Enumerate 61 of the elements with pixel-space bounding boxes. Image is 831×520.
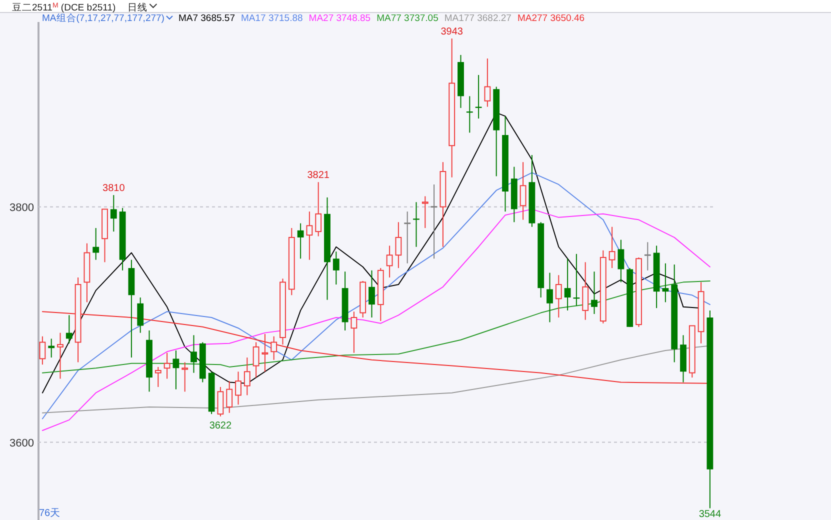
chart-subtitle: 日线: [128, 2, 148, 14]
annotation: 3810: [102, 183, 126, 194]
text: MA17 3715.88: [240, 13, 303, 24]
annotation: 3544: [698, 509, 722, 520]
candlestick: [110, 194, 117, 232]
candlestick: [564, 258, 571, 311]
candlestick: [422, 196, 428, 229]
candlestick: [92, 228, 100, 260]
y-tick-label: 3800: [10, 202, 34, 214]
candlestick: [252, 342, 260, 378]
text: MA7 3685.57: [178, 13, 235, 24]
candlestick: [226, 380, 233, 414]
candlestick: [297, 222, 304, 260]
line-series: [42, 280, 710, 374]
candlestick: [662, 262, 669, 303]
text: MA277 3650.46: [517, 13, 585, 24]
candlestick: [608, 226, 616, 269]
candlestick: [306, 211, 313, 260]
candlestick: [332, 251, 340, 286]
candlestick: [190, 334, 197, 374]
candlestick: [403, 211, 412, 264]
candlestick: [644, 242, 652, 271]
candlestick: [39, 336, 46, 366]
text: MA77 3737.05: [376, 13, 438, 24]
candlestick: [172, 350, 180, 390]
candlestick: [137, 296, 144, 334]
candlestick: [395, 222, 402, 269]
candlestick: [386, 245, 393, 278]
candlestick: [182, 362, 188, 392]
candlestick: [591, 271, 598, 314]
candlestick: [520, 162, 526, 220]
annotation: 3943: [440, 26, 464, 38]
candlestick: [66, 314, 72, 344]
candlestick: [484, 58, 491, 108]
candlestick: [154, 366, 162, 388]
candlestick: [217, 386, 224, 417]
candlestick: [430, 184, 438, 260]
candlestick: [350, 311, 358, 354]
candlestick: [262, 333, 268, 372]
line-series: [42, 208, 710, 432]
text: MA27 3748.85: [308, 13, 371, 24]
annotation: 76天: [39, 508, 60, 519]
candlestick: [546, 272, 553, 323]
annotation: 3622: [209, 420, 232, 432]
candlestick: [315, 182, 322, 237]
legend-title: MA组合(7,17,27,77,177,277): [42, 12, 164, 24]
candlestick: [368, 270, 375, 318]
candlestick: [235, 371, 242, 406]
candlestick: [57, 332, 64, 380]
text: MA177 3682.27: [444, 13, 512, 24]
candlestick: [270, 336, 278, 360]
chart-title: 豆二2511$^{M}$ (DCE b2511): [12, 2, 116, 14]
candlestick: [244, 357, 250, 396]
candlestick: [618, 239, 624, 283]
line-series: [42, 172, 710, 420]
candlestick: [555, 274, 562, 318]
candlestick: [582, 262, 589, 320]
annotation: 3821: [307, 170, 330, 182]
candlestick: [413, 202, 420, 248]
y-tick-label: 3600: [10, 437, 34, 450]
candlestick: [164, 352, 170, 380]
